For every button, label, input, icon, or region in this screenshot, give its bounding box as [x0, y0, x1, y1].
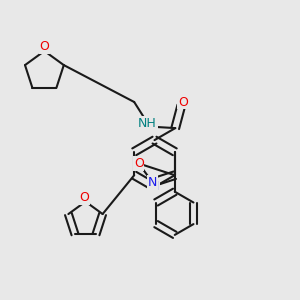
Text: O: O	[79, 191, 89, 204]
Text: N: N	[150, 180, 159, 194]
Text: O: O	[178, 95, 188, 109]
Text: O: O	[134, 157, 144, 170]
Text: N: N	[148, 176, 157, 189]
Text: O: O	[40, 40, 49, 53]
Text: NH: NH	[138, 117, 157, 130]
